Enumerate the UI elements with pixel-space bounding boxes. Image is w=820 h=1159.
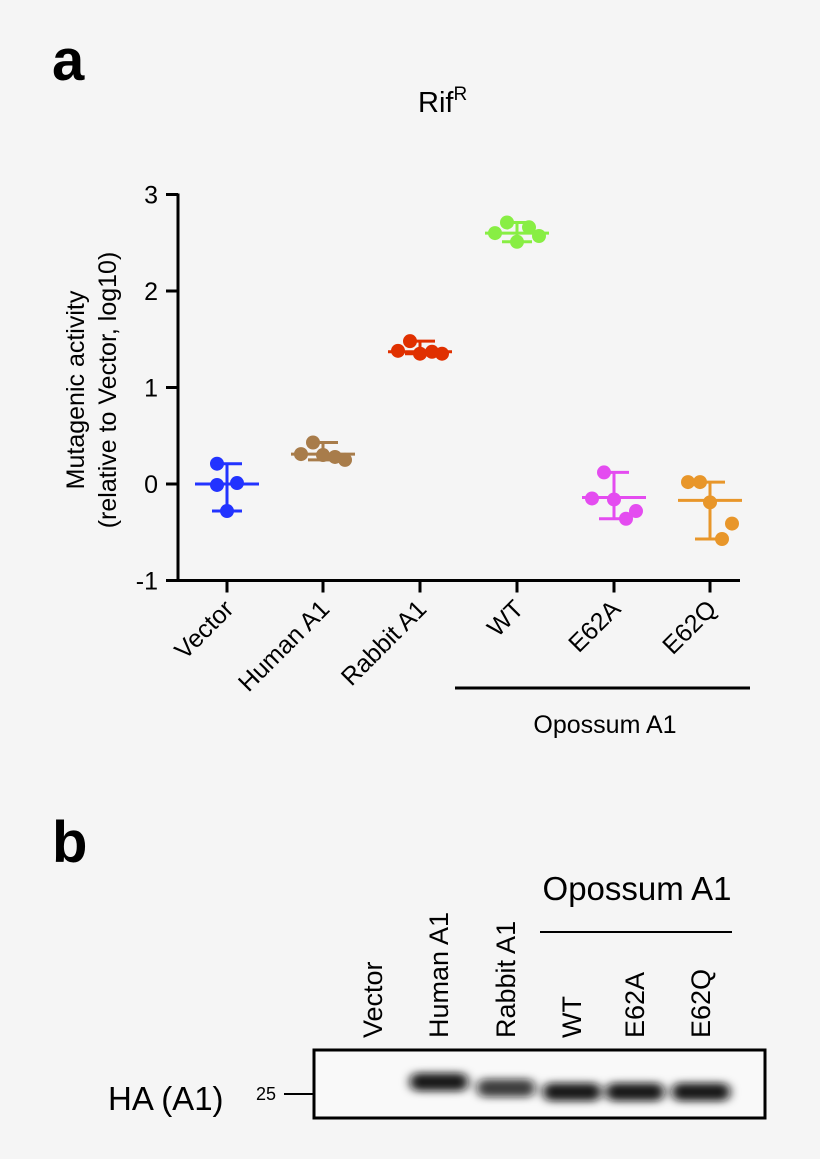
lane-label: Human A1 <box>424 912 454 1038</box>
series-vector <box>195 456 259 519</box>
y-axis-label-line1: Mutagenic activity <box>62 290 90 489</box>
lane-label: Rabbit A1 <box>491 921 521 1038</box>
marker-label: 25 <box>256 1084 276 1104</box>
protein-band <box>606 1083 664 1101</box>
series-human-a1 <box>291 435 355 467</box>
y-tick-label: 2 <box>144 278 158 306</box>
y-axis-label-line2: (relative to Vector, log10) <box>94 252 122 529</box>
panel-a-label: a <box>52 28 85 93</box>
data-point <box>725 516 739 531</box>
blot-row-label: HA (A1) <box>108 1080 224 1117</box>
x-tick-label: WT <box>482 595 529 642</box>
data-point <box>681 475 695 490</box>
lane-label: Vector <box>358 961 388 1038</box>
series-e62q <box>678 475 742 547</box>
x-tick-label: Human A1 <box>233 595 335 697</box>
lane-label: E62Q <box>686 969 716 1038</box>
y-tick-label: 3 <box>144 182 158 210</box>
y-tick-label: 1 <box>144 375 158 403</box>
chart-title: RifR <box>418 84 467 119</box>
x-tick-label: E62Q <box>657 595 722 660</box>
protein-band <box>477 1079 535 1097</box>
series-e62a <box>582 465 646 526</box>
data-point <box>629 504 643 519</box>
data-point <box>328 449 342 464</box>
series-rabbit-a1 <box>388 334 452 361</box>
x-tick-label: Rabbit A1 <box>336 595 432 691</box>
protein-band <box>543 1083 601 1101</box>
group-label: Opossum A1 <box>533 711 676 739</box>
series-wt <box>485 215 549 249</box>
blot-group-label: Opossum A1 <box>543 870 732 907</box>
protein-band <box>410 1073 468 1091</box>
y-tick-label: -1 <box>136 568 158 596</box>
protein-band <box>672 1083 730 1101</box>
lane-label: E62A <box>620 972 650 1038</box>
x-tick-label: E62A <box>563 595 626 658</box>
x-tick-label: Vector <box>169 595 239 665</box>
panel-b-label: b <box>52 810 87 875</box>
lane-label: WT <box>557 996 587 1038</box>
y-tick-label: 0 <box>144 471 158 499</box>
